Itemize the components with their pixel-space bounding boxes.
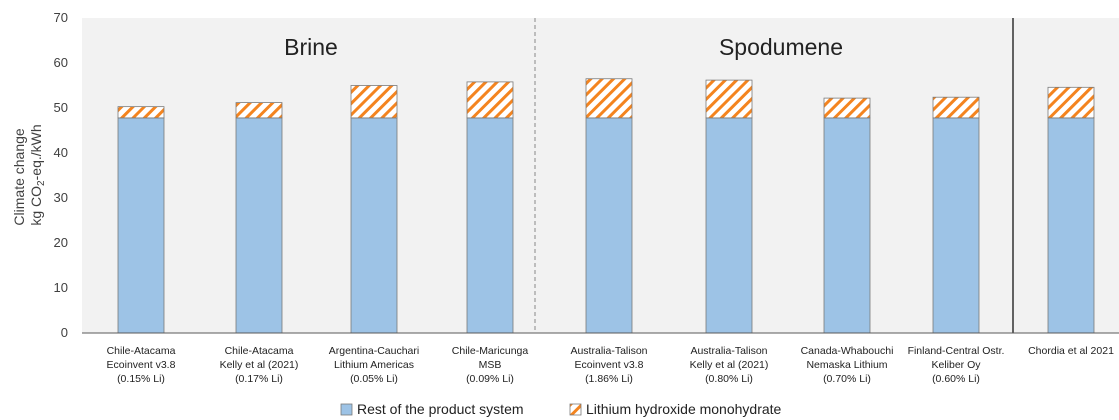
x-tick-label-line: Finland-Central Ostr.: [908, 345, 1005, 357]
y-axis: 0 10 20 30 40 50 60 70: [54, 10, 68, 340]
bar-segment-rest: [705, 117, 753, 334]
x-tick-label-line: (0.60% Li): [932, 373, 980, 385]
x-tick-label: Australia-Talison Kelly et al (2021) (0.80…: [690, 345, 769, 385]
legend-swatch-rest: [340, 403, 353, 416]
bar-segment-rest: [466, 117, 514, 334]
y-tick-label: 40: [54, 145, 68, 160]
bar-segment-lithium-hydroxide: [1047, 86, 1095, 119]
group-labels: Brine Spodumene: [284, 34, 843, 60]
bar-segment-rest: [823, 117, 871, 334]
y-tick-label: 50: [54, 100, 68, 115]
bar-segment-rest: [235, 117, 283, 334]
y-tick-label: 0: [61, 325, 68, 340]
x-tick-label-line: (0.15% Li): [117, 373, 165, 385]
x-tick-label-line: Chordia et al 2021: [1028, 345, 1114, 357]
bar-segment-rest: [932, 117, 980, 334]
x-tick-label-line: Australia-Talison: [570, 345, 647, 357]
bar-segment-rest: [350, 117, 398, 334]
x-tick-label: Canada-Whabouchi Nemaska Lithium (0.70% Li…: [801, 345, 894, 385]
x-tick-label-line: Kelly et al (2021): [220, 359, 299, 371]
legend-swatch-lithium-hydroxide: [569, 403, 582, 416]
bar-segment-lithium-hydroxide: [117, 106, 165, 119]
x-tick-label-line: Chile-Atacama: [107, 345, 176, 357]
x-tick-label-line: (0.80% Li): [705, 373, 753, 385]
bar-segment-rest: [117, 117, 165, 334]
y-tick-label: 20: [54, 235, 68, 250]
bar-segment-lithium-hydroxide: [705, 79, 753, 119]
x-tick-label: Chile-Atacama Ecoinvent v3.8 (0.15% Li): [107, 345, 176, 385]
x-tick-label: Argentina-Cauchari Lithium Americas (0.05%…: [329, 345, 419, 385]
bar-segment-rest: [1047, 117, 1095, 334]
x-tick-label-line: Kelly et al (2021): [690, 359, 769, 371]
x-axis-labels: Chile-Atacama Ecoinvent v3.8 (0.15% Li)Chi…: [107, 345, 1115, 385]
y-tick-label: 30: [54, 190, 68, 205]
y-tick-label: 10: [54, 280, 68, 295]
bars: [117, 78, 1095, 334]
bar-segment-rest: [585, 117, 633, 334]
group-label: Spodumene: [719, 34, 843, 60]
x-tick-label-line: (1.86% Li): [585, 373, 633, 385]
x-tick-label-line: Chile-Atacama: [225, 345, 294, 357]
bar-segment-lithium-hydroxide: [350, 85, 398, 119]
bar-segment-lithium-hydroxide: [235, 102, 283, 119]
bar-segment-lithium-hydroxide: [466, 81, 514, 119]
group-label: Brine: [284, 34, 338, 60]
legend-label: Rest of the product system: [357, 401, 524, 417]
legend: Rest of the product system Lithium hydrox…: [340, 401, 782, 417]
x-tick-label-line: Keliber Oy: [931, 359, 981, 371]
x-tick-label: Chordia et al 2021: [1028, 345, 1114, 357]
x-tick-label: Finland-Central Ostr. Keliber Oy (0.60% Li…: [908, 345, 1005, 385]
y-axis-label-line1: Climate change: [11, 128, 27, 225]
x-tick-label-line: (0.09% Li): [466, 373, 514, 385]
x-tick-label: Chile-Maricunga MSB (0.09% Li): [452, 345, 529, 385]
x-tick-label: Chile-Atacama Kelly et al (2021) (0.17% Li…: [220, 345, 299, 385]
x-tick-label-line: (0.17% Li): [235, 373, 283, 385]
x-tick-label-line: Ecoinvent v3.8: [575, 359, 644, 371]
y-tick-label: 70: [54, 10, 68, 25]
bar-segment-lithium-hydroxide: [932, 96, 980, 119]
x-tick-label-line: Australia-Talison: [690, 345, 767, 357]
x-tick-label-line: Nemaska Lithium: [806, 359, 887, 371]
y-tick-label: 60: [54, 55, 68, 70]
bar-segment-lithium-hydroxide: [585, 78, 633, 119]
legend-label: Lithium hydroxide monohydrate: [586, 401, 782, 417]
bar-segment-lithium-hydroxide: [823, 97, 871, 119]
x-tick-label-line: MSB: [479, 359, 502, 371]
x-tick-label-line: Canada-Whabouchi: [801, 345, 894, 357]
y-axis-label-line2: kg CO2-eq./kWh: [28, 124, 47, 225]
x-tick-label-line: Ecoinvent v3.8: [107, 359, 176, 371]
x-tick-label: Australia-Talison Ecoinvent v3.8 (1.86% Li…: [570, 345, 647, 385]
x-tick-label-line: (0.70% Li): [823, 373, 871, 385]
x-tick-label-line: Lithium Americas: [334, 359, 414, 371]
x-tick-label-line: Argentina-Cauchari: [329, 345, 419, 357]
y-axis-label: Climate change kg CO2-eq./kWh: [11, 124, 47, 225]
x-tick-label-line: Chile-Maricunga: [452, 345, 529, 357]
x-tick-label-line: (0.05% Li): [350, 373, 398, 385]
